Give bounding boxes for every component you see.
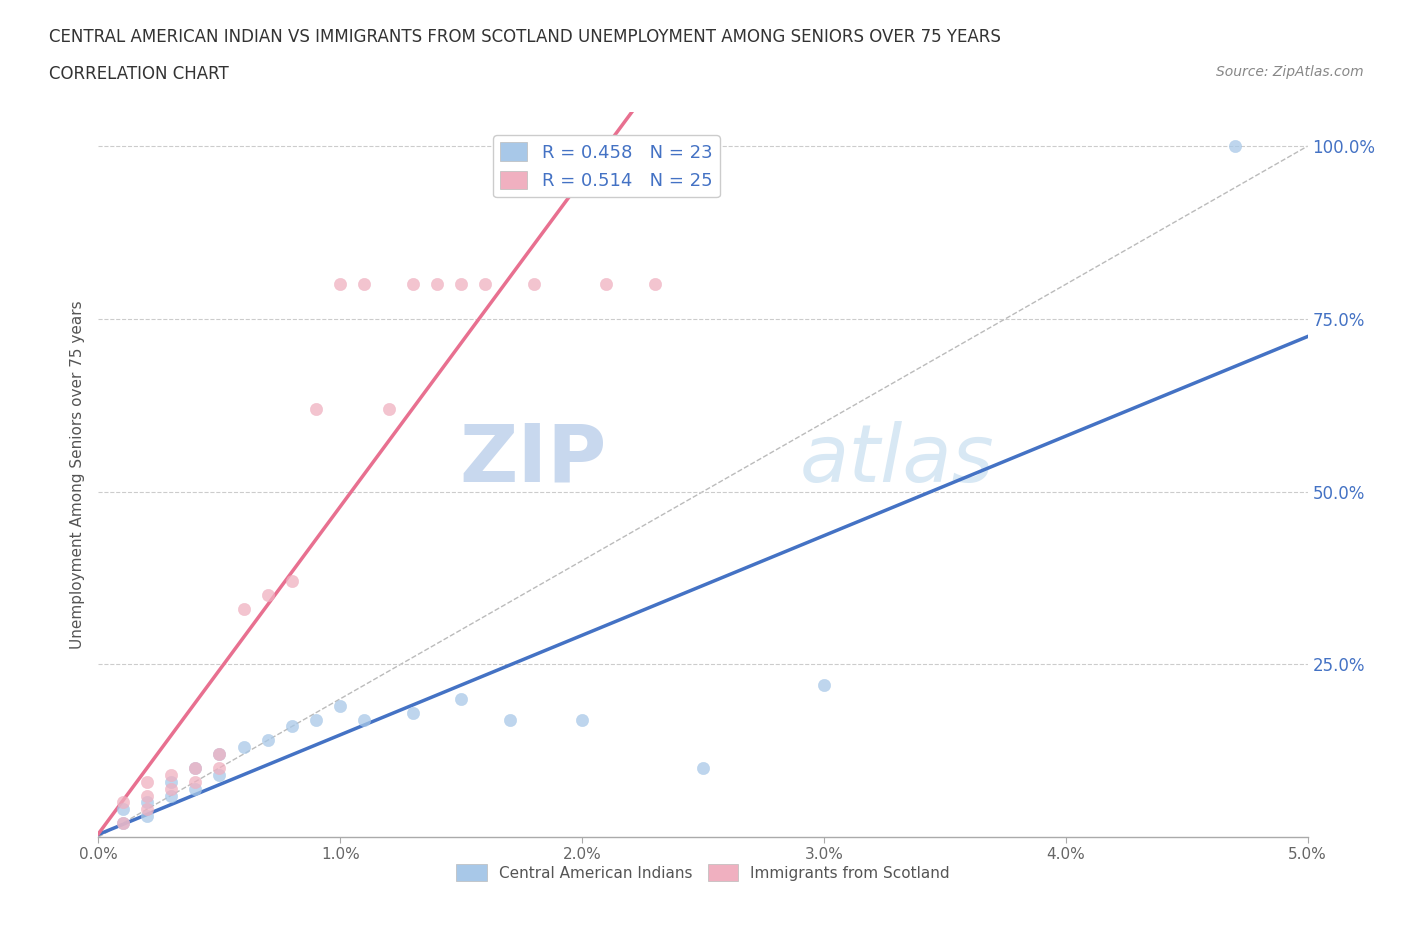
Point <box>402 705 425 720</box>
Point <box>402 277 425 292</box>
Point <box>135 775 157 790</box>
Point <box>813 678 835 693</box>
Point <box>329 698 352 713</box>
Point <box>644 277 666 292</box>
Point <box>281 574 304 589</box>
Point <box>184 761 207 776</box>
Point <box>571 712 593 727</box>
Point <box>111 795 134 810</box>
Point <box>135 788 157 803</box>
Point <box>184 775 207 790</box>
Point <box>160 788 183 803</box>
Point <box>595 277 617 292</box>
Point <box>1223 139 1246 153</box>
Point <box>208 767 231 782</box>
Text: Source: ZipAtlas.com: Source: ZipAtlas.com <box>1216 65 1364 79</box>
Point <box>208 761 231 776</box>
Point <box>498 712 520 727</box>
Point <box>523 277 546 292</box>
Point <box>135 809 157 824</box>
Text: CENTRAL AMERICAN INDIAN VS IMMIGRANTS FROM SCOTLAND UNEMPLOYMENT AMONG SENIORS O: CENTRAL AMERICAN INDIAN VS IMMIGRANTS FR… <box>49 28 1001 46</box>
Point <box>256 733 278 748</box>
Point <box>353 277 375 292</box>
Point <box>208 747 231 762</box>
Point <box>160 781 183 796</box>
Text: CORRELATION CHART: CORRELATION CHART <box>49 65 229 83</box>
Point <box>232 739 254 754</box>
Point <box>450 691 472 706</box>
Point <box>353 712 375 727</box>
Point <box>160 767 183 782</box>
Point <box>256 588 278 603</box>
Point <box>692 761 714 776</box>
Point <box>111 802 134 817</box>
Point <box>281 719 304 734</box>
Point <box>160 775 183 790</box>
Point <box>426 277 449 292</box>
Point <box>208 747 231 762</box>
Y-axis label: Unemployment Among Seniors over 75 years: Unemployment Among Seniors over 75 years <box>69 300 84 648</box>
Point <box>377 401 399 416</box>
Point <box>135 802 157 817</box>
Point <box>329 277 352 292</box>
Point <box>111 816 134 830</box>
Legend: Central American Indians, Immigrants from Scotland: Central American Indians, Immigrants fro… <box>450 857 956 887</box>
Point <box>450 277 472 292</box>
Text: ZIP: ZIP <box>458 420 606 498</box>
Point <box>135 795 157 810</box>
Point <box>184 761 207 776</box>
Point <box>184 781 207 796</box>
Point <box>305 712 328 727</box>
Text: atlas: atlas <box>800 420 994 498</box>
Point <box>305 401 328 416</box>
Point <box>111 816 134 830</box>
Point <box>232 602 254 617</box>
Point <box>474 277 496 292</box>
